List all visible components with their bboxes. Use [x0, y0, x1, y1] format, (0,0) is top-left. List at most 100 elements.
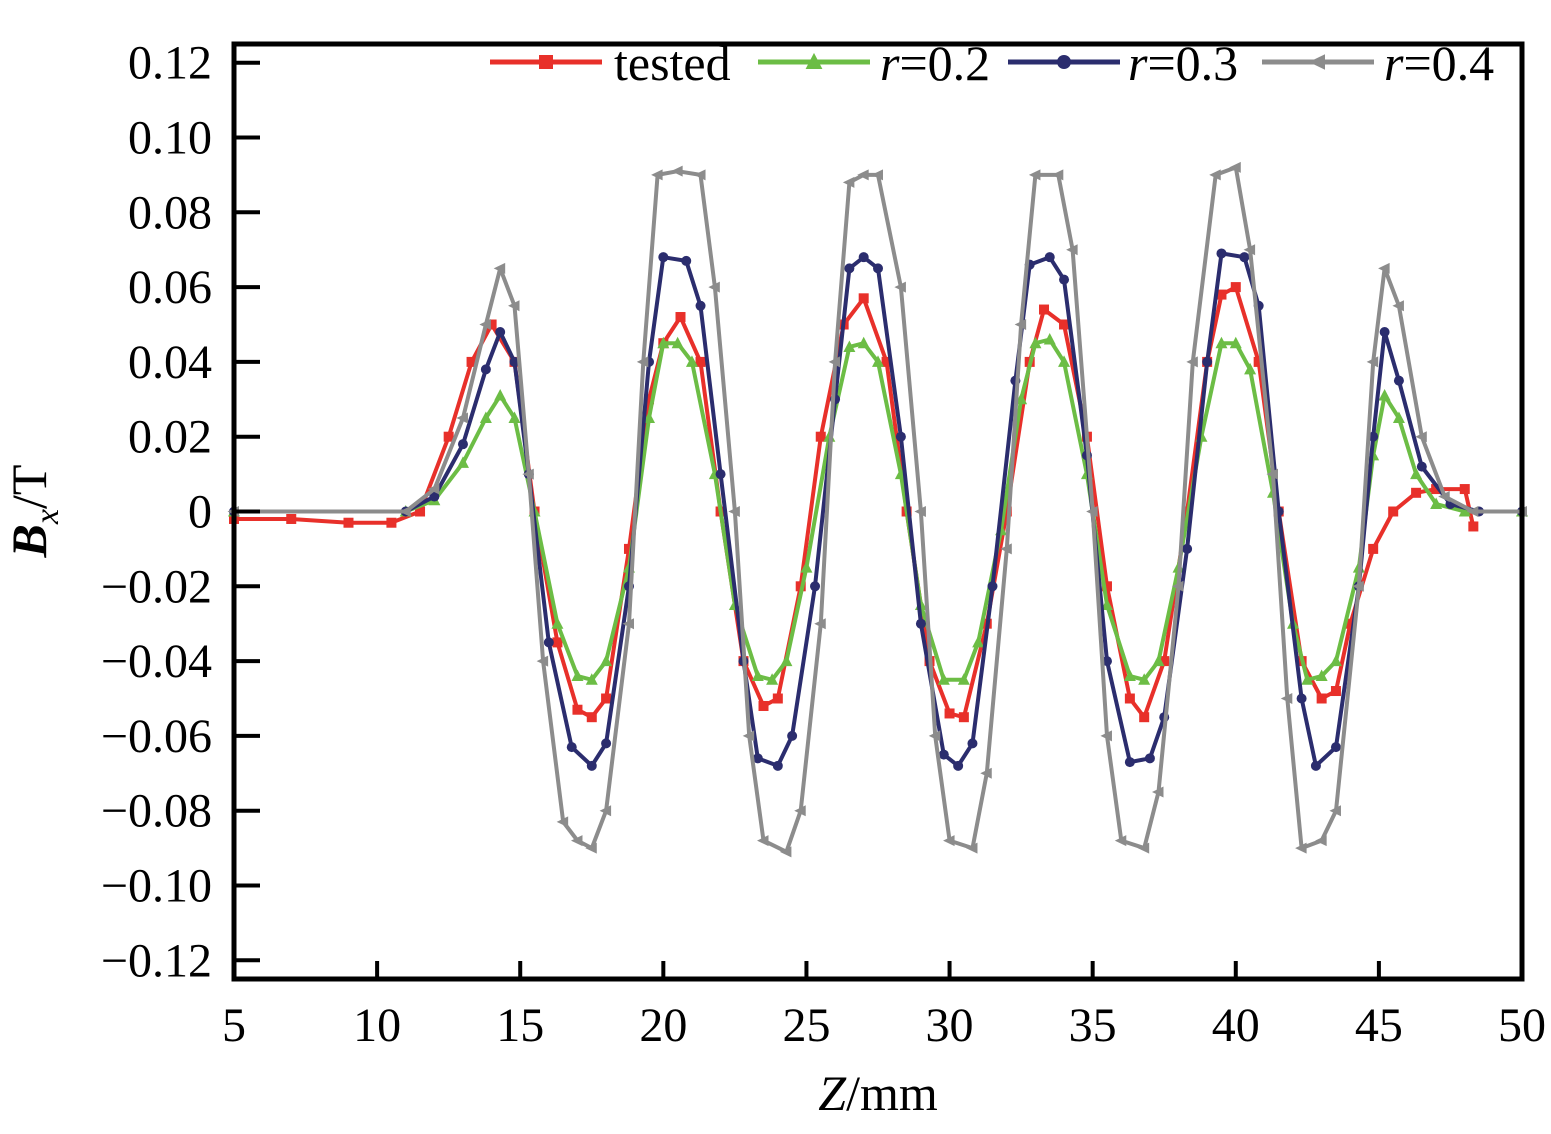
data-point [1058, 355, 1071, 367]
data-point [1368, 543, 1379, 554]
data-point [457, 439, 468, 450]
data-point [857, 336, 870, 349]
data-point [873, 263, 883, 274]
legend-marker [539, 55, 553, 69]
data-point [1393, 375, 1404, 386]
data-point [1138, 673, 1151, 685]
data-point [715, 469, 726, 480]
x-axis-title: Z/mm [818, 1065, 938, 1121]
legend-label-text: =0.4 [1403, 35, 1494, 91]
data-point [872, 355, 884, 367]
data-point [1202, 356, 1213, 367]
data-point [494, 389, 507, 401]
data-point [1101, 581, 1112, 592]
data-point [844, 263, 855, 274]
data-point [1392, 411, 1405, 423]
data-point [551, 617, 564, 629]
data-point [570, 835, 583, 847]
data-point [1216, 248, 1227, 259]
x-tick-label: 30 [926, 999, 974, 1052]
x-tick-label: 35 [1069, 999, 1117, 1052]
y-tick-label: 0.02 [128, 411, 212, 464]
data-point [493, 262, 506, 274]
y-tick-label: 0.10 [128, 112, 212, 165]
data-point [1315, 835, 1327, 847]
data-point [1416, 461, 1427, 472]
data-point [601, 693, 612, 704]
data-point [543, 637, 554, 648]
y-tick-label: −0.06 [101, 710, 212, 763]
legend-item-2: r=0.2 [758, 35, 990, 91]
data-point [695, 300, 706, 311]
data-point [571, 669, 584, 682]
data-point [486, 319, 497, 330]
data-point [843, 340, 856, 352]
data-point [343, 517, 354, 528]
x-tick-label: 15 [496, 999, 544, 1052]
data-point [1001, 506, 1012, 517]
data-point [386, 517, 397, 528]
y-axis-var: B [1, 524, 57, 558]
data-point [1059, 319, 1070, 330]
data-point [509, 356, 520, 367]
x-tick-label: 20 [639, 999, 687, 1052]
x-axis-unit: /mm [846, 1065, 938, 1121]
legend-label-var: r [1128, 35, 1148, 91]
x-axis-var: Z [818, 1065, 847, 1121]
legend-item-3: r=0.3 [1008, 35, 1238, 91]
data-point [757, 835, 769, 847]
data-point [1216, 289, 1227, 300]
data-point [1186, 356, 1198, 368]
data-point [1051, 169, 1064, 181]
y-axis: 0.12 0.10 0.08 0.06 0.04 0.02 0 −0.02 −0.04 −0.06… [101, 37, 260, 987]
data-point [751, 669, 764, 682]
data-point [1438, 491, 1450, 503]
x-tick-label: 5 [222, 999, 246, 1052]
data-point [965, 842, 978, 854]
data-point [636, 356, 649, 368]
data-point [556, 816, 569, 828]
data-point [1266, 468, 1278, 480]
data-point [623, 543, 634, 554]
legend-marker [1308, 54, 1325, 70]
data-point [1244, 362, 1257, 375]
data-point [1100, 730, 1112, 742]
data-point [1330, 686, 1341, 697]
legend-label: tested [614, 35, 731, 91]
data-point [1066, 244, 1078, 256]
data-point [1379, 326, 1390, 337]
data-point [1368, 431, 1379, 442]
x-tick-label: 40 [1212, 999, 1260, 1052]
data-point [1431, 484, 1442, 495]
data-point [1458, 505, 1471, 517]
data-point [779, 846, 792, 858]
y-tick-label: −0.10 [101, 860, 212, 913]
data-point [881, 356, 892, 367]
data-point [585, 673, 598, 685]
data-point [1329, 654, 1342, 667]
data-point [787, 730, 798, 741]
data-point [1295, 842, 1307, 854]
data-point [1243, 244, 1256, 256]
y-tick-label: 0.12 [128, 37, 212, 90]
data-point [586, 712, 597, 723]
data-point [495, 326, 506, 337]
data-point [1215, 336, 1228, 349]
data-point [508, 411, 521, 423]
data-point [895, 431, 906, 442]
legend-marker [805, 52, 823, 69]
data-point [1123, 669, 1136, 682]
data-point [671, 165, 683, 177]
data-point [914, 506, 926, 517]
data-point [658, 252, 669, 263]
data-point [814, 618, 826, 630]
data-point [552, 637, 563, 648]
data-point [671, 336, 684, 349]
data-point [1410, 467, 1423, 480]
data-point [1352, 580, 1364, 592]
data-point [728, 506, 740, 517]
data-point [1101, 656, 1112, 667]
data-point [1229, 336, 1242, 349]
data-point [443, 431, 454, 442]
